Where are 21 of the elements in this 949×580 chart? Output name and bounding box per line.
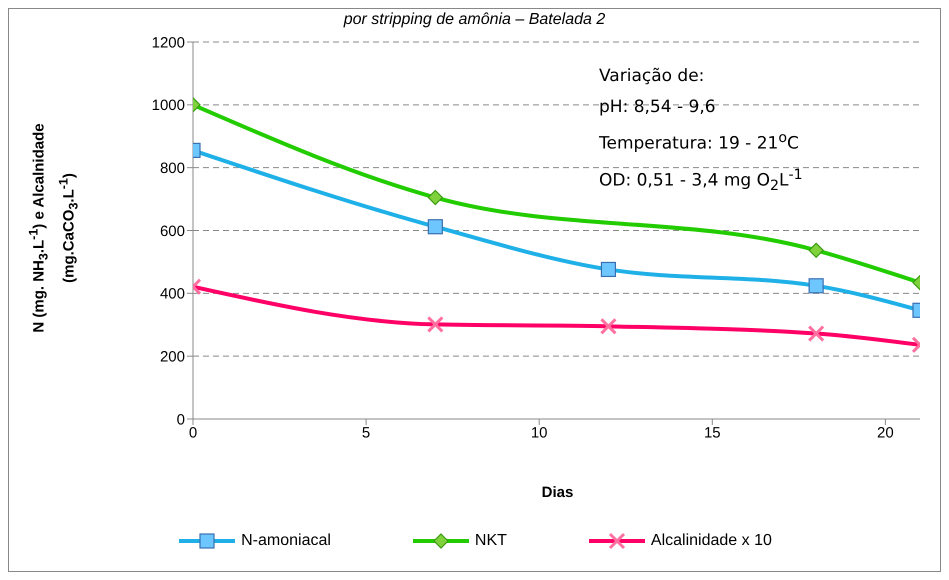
legend-label: N-amoniacal	[241, 532, 331, 550]
x-tick-label: 15	[704, 424, 721, 442]
annotation: OD: 0,51 - 3,4 mg O$_{2}$L$^{-1}$	[599, 166, 803, 196]
y-tick-label: 0	[176, 411, 185, 428]
x-axis-title: Dias	[540, 484, 574, 501]
x-tick-label: 0	[188, 424, 198, 442]
y-tick-label: 1000	[152, 97, 185, 114]
chart-title: por stripping de amônia – Batelada 2	[342, 11, 606, 29]
legend-label: NKT	[474, 532, 507, 550]
annotation: pH: 8,54 - 9,6	[599, 96, 717, 119]
annotation: Temperatura: 19 - 21$^{o}$C	[599, 129, 800, 156]
y-tick-label: 1200	[152, 34, 185, 52]
y-tick-label: 400	[160, 286, 185, 303]
y-tick-label: 200	[160, 348, 185, 366]
x-tick-label: 20	[877, 424, 894, 442]
y-tick-label: 600	[160, 222, 185, 240]
x-tick-label: 5	[362, 424, 370, 442]
legend-label: Alcalinidade x 10	[650, 532, 772, 550]
annotation: Variação de:	[599, 65, 706, 88]
y-tick-label: 800	[160, 160, 185, 177]
x-tick-label: 10	[530, 424, 548, 442]
